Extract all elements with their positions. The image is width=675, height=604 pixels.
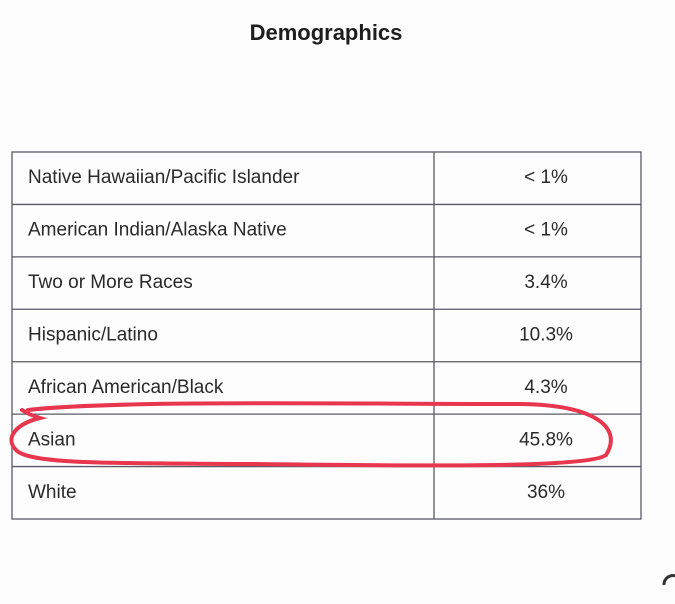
- group-label: White: [28, 482, 77, 503]
- percentage: 3.4%: [524, 272, 567, 293]
- percentage: 36%: [527, 482, 565, 503]
- percentage: < 1%: [524, 220, 568, 241]
- percentage: 4.3%: [524, 377, 567, 398]
- group-label: Native Hawaiian/Pacific Islander: [28, 167, 300, 188]
- percentage: 10.3%: [519, 325, 573, 346]
- table-border: [11, 151, 642, 520]
- group-label: Asian: [28, 429, 76, 450]
- percentage: 45.8%: [519, 429, 573, 450]
- corner-icon: [662, 574, 675, 586]
- group-label: Two or More Races: [28, 272, 193, 293]
- percentage: < 1%: [524, 167, 568, 188]
- group-label: Hispanic/Latino: [28, 325, 158, 346]
- group-label: African American/Black: [28, 377, 224, 398]
- highlight-circle: [9, 401, 613, 468]
- title: Demographics: [250, 20, 403, 45]
- table: Native Hawaiian/Pacific Islander < 1% Amer…: [11, 151, 642, 520]
- group-label: American Indian/Alaska Native: [28, 220, 287, 241]
